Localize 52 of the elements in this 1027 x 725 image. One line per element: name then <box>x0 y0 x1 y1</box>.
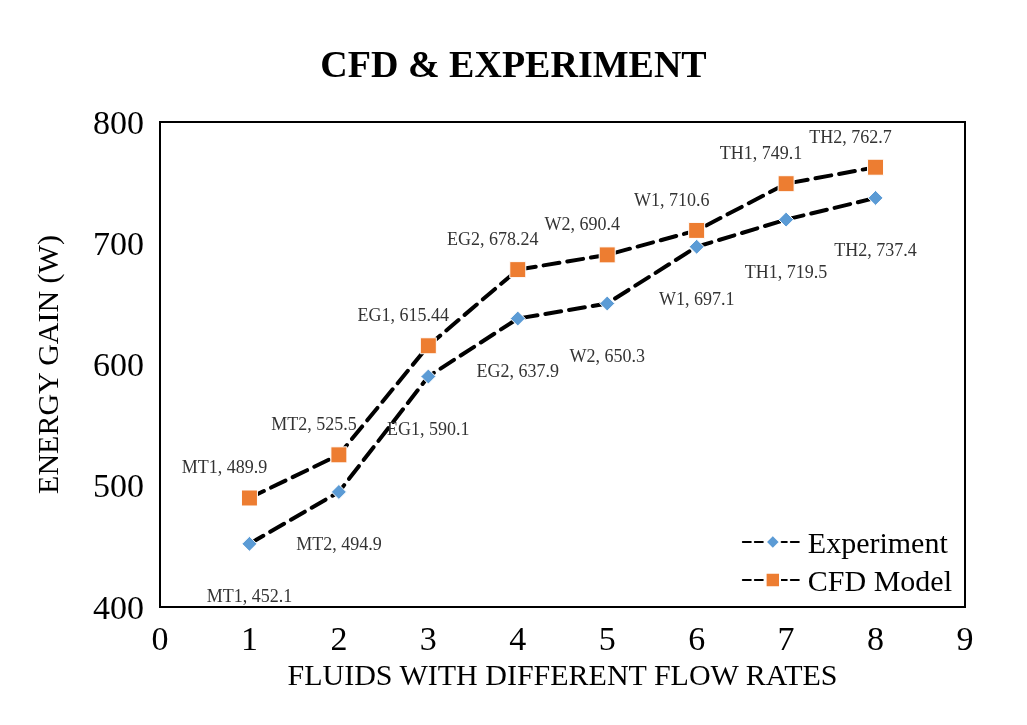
x-tick-label: 3 <box>419 619 437 657</box>
x-axis-title: FLUIDS WITH DIFFERENT FLOW RATES <box>287 658 838 692</box>
y-tick-label: 700 <box>93 224 144 262</box>
x-tick-label: 9 <box>956 619 974 657</box>
data-label: TH1, 749.1 <box>719 143 803 164</box>
data-label: MT1, 452.1 <box>206 585 293 606</box>
x-tick-label: 0 <box>151 619 169 657</box>
data-label: W1, 697.1 <box>658 288 735 309</box>
x-tick-label: 8 <box>867 619 885 657</box>
data-label: MT1, 489.9 <box>181 457 268 478</box>
data-label: EG1, 590.1 <box>387 418 470 439</box>
point <box>330 446 348 464</box>
point <box>330 483 347 500</box>
y-tick-label: 400 <box>93 588 144 626</box>
data-label: TH2, 762.7 <box>809 126 892 147</box>
data-label: MT2, 525.5 <box>271 414 357 435</box>
data-label: EG2, 637.9 <box>476 360 560 381</box>
point <box>778 211 795 228</box>
data-label: EG1, 615.44 <box>357 305 450 326</box>
data-label: TH1, 719.5 <box>744 261 828 282</box>
y-axis-title: ENERGY GAIN (W) <box>30 235 65 494</box>
point <box>420 368 437 385</box>
data-label: MT2, 494.9 <box>296 533 382 554</box>
x-tick-label: 5 <box>598 619 616 657</box>
point <box>241 535 258 552</box>
point <box>598 246 616 264</box>
x-tick-label: 7 <box>777 619 795 657</box>
point <box>599 295 616 312</box>
legend-label: Experiment <box>807 525 949 559</box>
x-tick-label: 6 <box>688 619 706 657</box>
point <box>509 261 527 279</box>
data-label: EG2, 678.24 <box>447 229 539 250</box>
data-label: W1, 710.6 <box>633 189 710 210</box>
y-tick-label: 800 <box>93 103 144 141</box>
x-tick-label: 2 <box>330 619 348 657</box>
chart-title: CFD & EXPERIMENT <box>320 43 707 85</box>
legend-label: CFD Model <box>807 563 952 597</box>
data-label: W2, 690.4 <box>544 214 620 235</box>
point <box>509 310 526 327</box>
point <box>777 175 795 193</box>
x-tick-label: 4 <box>509 619 527 657</box>
data-label: W2, 650.3 <box>569 345 645 366</box>
y-tick-label: 600 <box>93 346 144 383</box>
point <box>688 221 706 239</box>
point <box>688 238 705 255</box>
x-tick-label: 1 <box>240 619 258 657</box>
point <box>419 337 437 355</box>
point <box>867 189 884 206</box>
y-tick-label: 500 <box>93 467 144 505</box>
point <box>240 489 258 507</box>
data-label: TH2, 737.4 <box>834 239 917 260</box>
point <box>867 158 885 176</box>
